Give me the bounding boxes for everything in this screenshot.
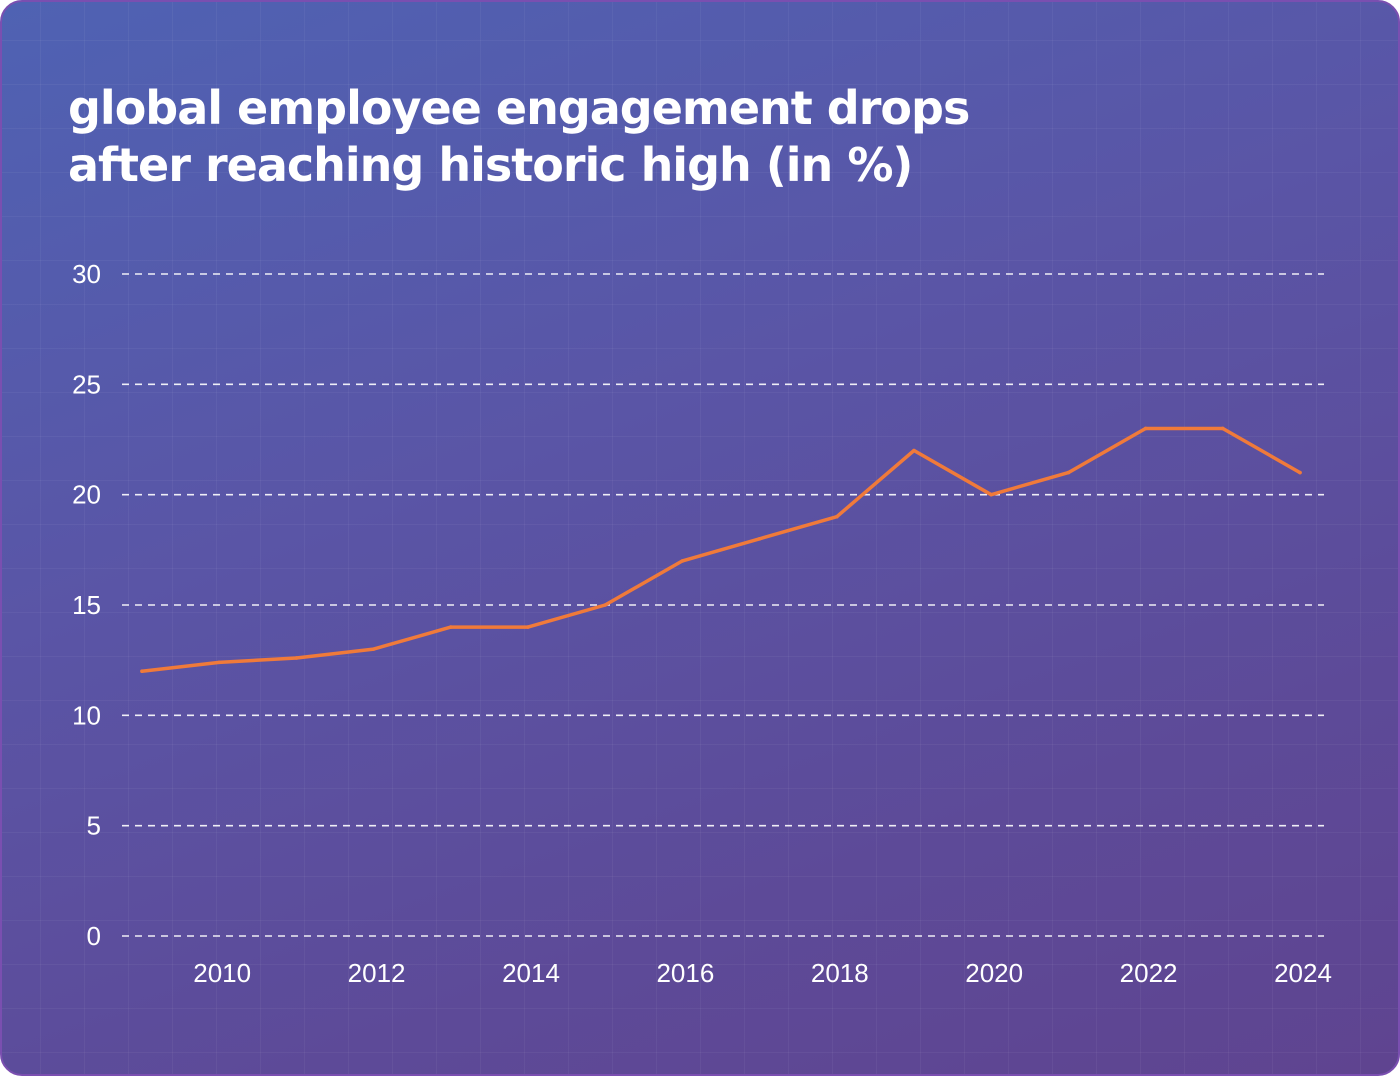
data-point <box>912 448 916 453</box>
x-tick-label: 2022 <box>1120 958 1178 988</box>
y-tick-label: 30 <box>72 259 101 289</box>
chart-title: global employee engagement drops after r… <box>68 80 970 194</box>
y-tick-label: 5 <box>87 811 101 841</box>
data-point <box>1298 470 1302 475</box>
data-point <box>603 603 607 607</box>
y-tick-label: 15 <box>72 590 101 620</box>
data-point <box>1066 470 1071 475</box>
chart-title-line-2: after reaching historic high (in %) <box>68 138 913 192</box>
data-point <box>757 537 762 541</box>
series-line <box>140 426 1302 673</box>
data-point <box>371 647 376 651</box>
data-point <box>835 514 839 519</box>
data-point <box>1143 426 1148 431</box>
x-tick-label: 2010 <box>193 958 251 988</box>
y-tick-label: 25 <box>72 369 101 399</box>
x-tick-label: 2018 <box>811 958 869 988</box>
chart-title-line-1: global employee engagement drops <box>68 81 970 135</box>
data-point <box>294 656 299 660</box>
y-tick-label: 0 <box>87 921 101 951</box>
data-point <box>526 625 530 629</box>
x-tick-label: 2020 <box>965 958 1023 988</box>
x-axis-tick-labels: 2010 2012 2014 2016 2018 2020 2022 2024 <box>193 958 1332 988</box>
data-point <box>680 559 685 563</box>
x-tick-label: 2012 <box>348 958 406 988</box>
data-point <box>449 625 453 629</box>
y-gridlines <box>122 273 1324 937</box>
x-tick-label: 2014 <box>502 958 560 988</box>
x-tick-label: 2016 <box>656 958 714 988</box>
series-group <box>140 426 1302 673</box>
y-tick-label: 10 <box>72 700 101 730</box>
y-tick-label: 20 <box>72 480 101 510</box>
x-tick-label: 2024 <box>1274 958 1332 988</box>
data-point <box>1221 426 1225 431</box>
data-point <box>989 492 993 497</box>
y-axis-tick-labels: 0 5 10 15 20 25 30 <box>72 259 101 951</box>
data-point <box>217 660 221 665</box>
data-point <box>140 669 144 673</box>
